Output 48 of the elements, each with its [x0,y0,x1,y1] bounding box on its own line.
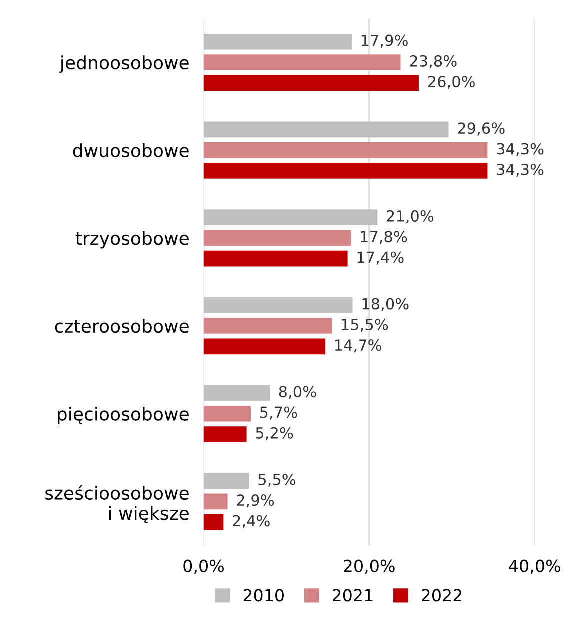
bar [204,54,401,70]
bar [204,318,332,334]
data-label: 34,3% [497,143,544,156]
bar [204,494,228,510]
legend-label: 2021 [332,589,373,602]
data-label: 8,0% [279,386,316,400]
bar [204,142,488,158]
data-label: 26,0% [428,76,476,90]
data-label: 34,3% [497,164,544,177]
data-label: 2,9% [237,494,274,508]
bar [204,406,251,422]
bar [204,426,247,442]
data-label: 17,8% [361,231,408,244]
bar [204,210,378,226]
data-label: 5,5% [258,474,296,488]
data-label: 29,6% [458,122,505,136]
bar [204,34,352,50]
legend-label: 2022 [422,589,462,602]
bar [204,163,488,179]
y-tick-label: trzyosobowe [76,231,189,249]
bar [204,122,449,138]
y-tick-label: jednoosobowe [60,56,189,74]
data-label: 2,4% [233,515,270,528]
legend-label: 2010 [244,589,284,602]
x-tick-label: 20,0% [344,560,395,574]
bar [204,230,352,246]
bar [204,250,348,267]
bar [204,514,224,530]
data-label: 15,5% [342,318,388,332]
data-label: 14,7% [335,340,382,353]
data-label: 17,4% [358,252,404,265]
x-tick-label: 40,0% [509,560,560,574]
y-tick-label: czteroosobowe [55,319,189,334]
data-label: 5,7% [260,406,298,420]
data-label: 23,8% [410,55,457,69]
bar [204,297,353,314]
data-label: 5,2% [256,427,294,440]
bar [204,75,419,92]
y-tick-label: dwuosobowe [73,143,189,158]
bar [204,385,270,402]
data-label: 21,0% [387,210,434,224]
y-tick-label: sześcioosobowe i większe [46,485,189,524]
data-label: 17,9% [362,34,408,48]
x-tick-label: 0,0% [184,560,224,574]
y-tick-label: pięcioosobowe [58,406,189,424]
bar [204,473,250,489]
data-label: 18,0% [362,298,409,312]
bar [204,338,326,355]
